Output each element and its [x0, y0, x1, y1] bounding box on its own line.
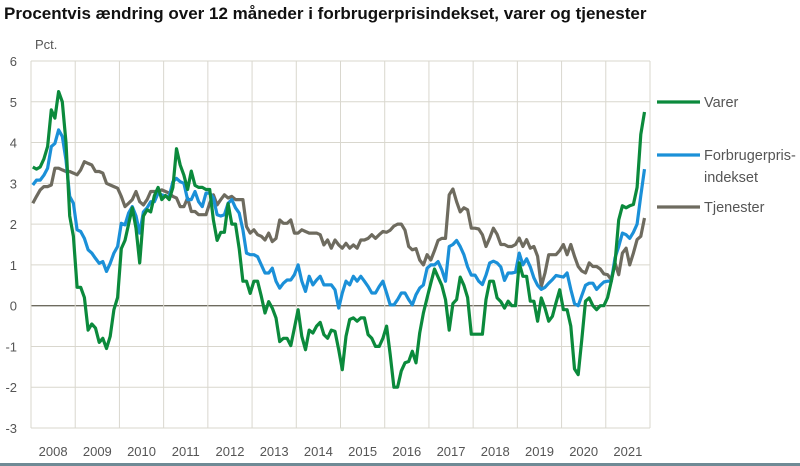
y-tick-label: -3 — [5, 421, 17, 436]
grid — [30, 60, 651, 429]
x-tick-label: 2017 — [437, 444, 466, 459]
series-line-varer — [32, 89, 647, 389]
y-axis-label: Pct. — [35, 37, 57, 52]
legend-label: Tjenester — [704, 200, 765, 216]
series-line-forbrugerprisindekset — [31, 128, 647, 310]
series-line-tjenester — [31, 160, 647, 289]
y-tick-label: -2 — [5, 380, 17, 395]
bottom-border — [0, 463, 800, 466]
x-tick-label: 2009 — [83, 444, 112, 459]
x-axis: 2008 2009 2010 2011 2012 2013 2014 2015 2016 2017… — [39, 444, 643, 459]
y-tick-label: 4 — [10, 136, 17, 151]
legend-label: Forbrugerpris- — [704, 148, 796, 164]
chart-title: Procentvis ændring over 12 måneder i for… — [4, 4, 647, 23]
y-tick-label: 2 — [10, 217, 17, 232]
x-tick-label: 2019 — [525, 444, 554, 459]
y-tick-label: 0 — [10, 299, 17, 314]
y-axis: 6 5 4 3 2 1 0 -1 -2 -3 — [5, 54, 17, 436]
y-tick-label: -1 — [5, 339, 17, 354]
legend-label: indekset — [704, 170, 758, 186]
x-tick-label: 2020 — [569, 444, 598, 459]
y-tick-label: 1 — [10, 258, 17, 273]
x-tick-label: 2008 — [39, 444, 68, 459]
y-tick-label: 5 — [10, 95, 17, 110]
x-tick-label: 2018 — [481, 444, 510, 459]
x-tick-label: 2011 — [172, 444, 200, 459]
y-tick-label: 6 — [10, 54, 17, 69]
x-tick-label: 2013 — [260, 444, 289, 459]
y-tick-label: 3 — [10, 176, 17, 191]
x-tick-label: 2014 — [304, 444, 333, 459]
series-lines — [31, 89, 647, 389]
x-tick-label: 2012 — [216, 444, 245, 459]
legend: Varer Forbrugerpris-indekset Tjenester — [657, 95, 796, 216]
legend-label: Varer — [704, 95, 739, 111]
x-tick-label: 2010 — [127, 444, 156, 459]
x-tick-label: 2021 — [613, 444, 642, 459]
x-tick-label: 2015 — [348, 444, 377, 459]
x-tick-label: 2016 — [392, 444, 421, 459]
